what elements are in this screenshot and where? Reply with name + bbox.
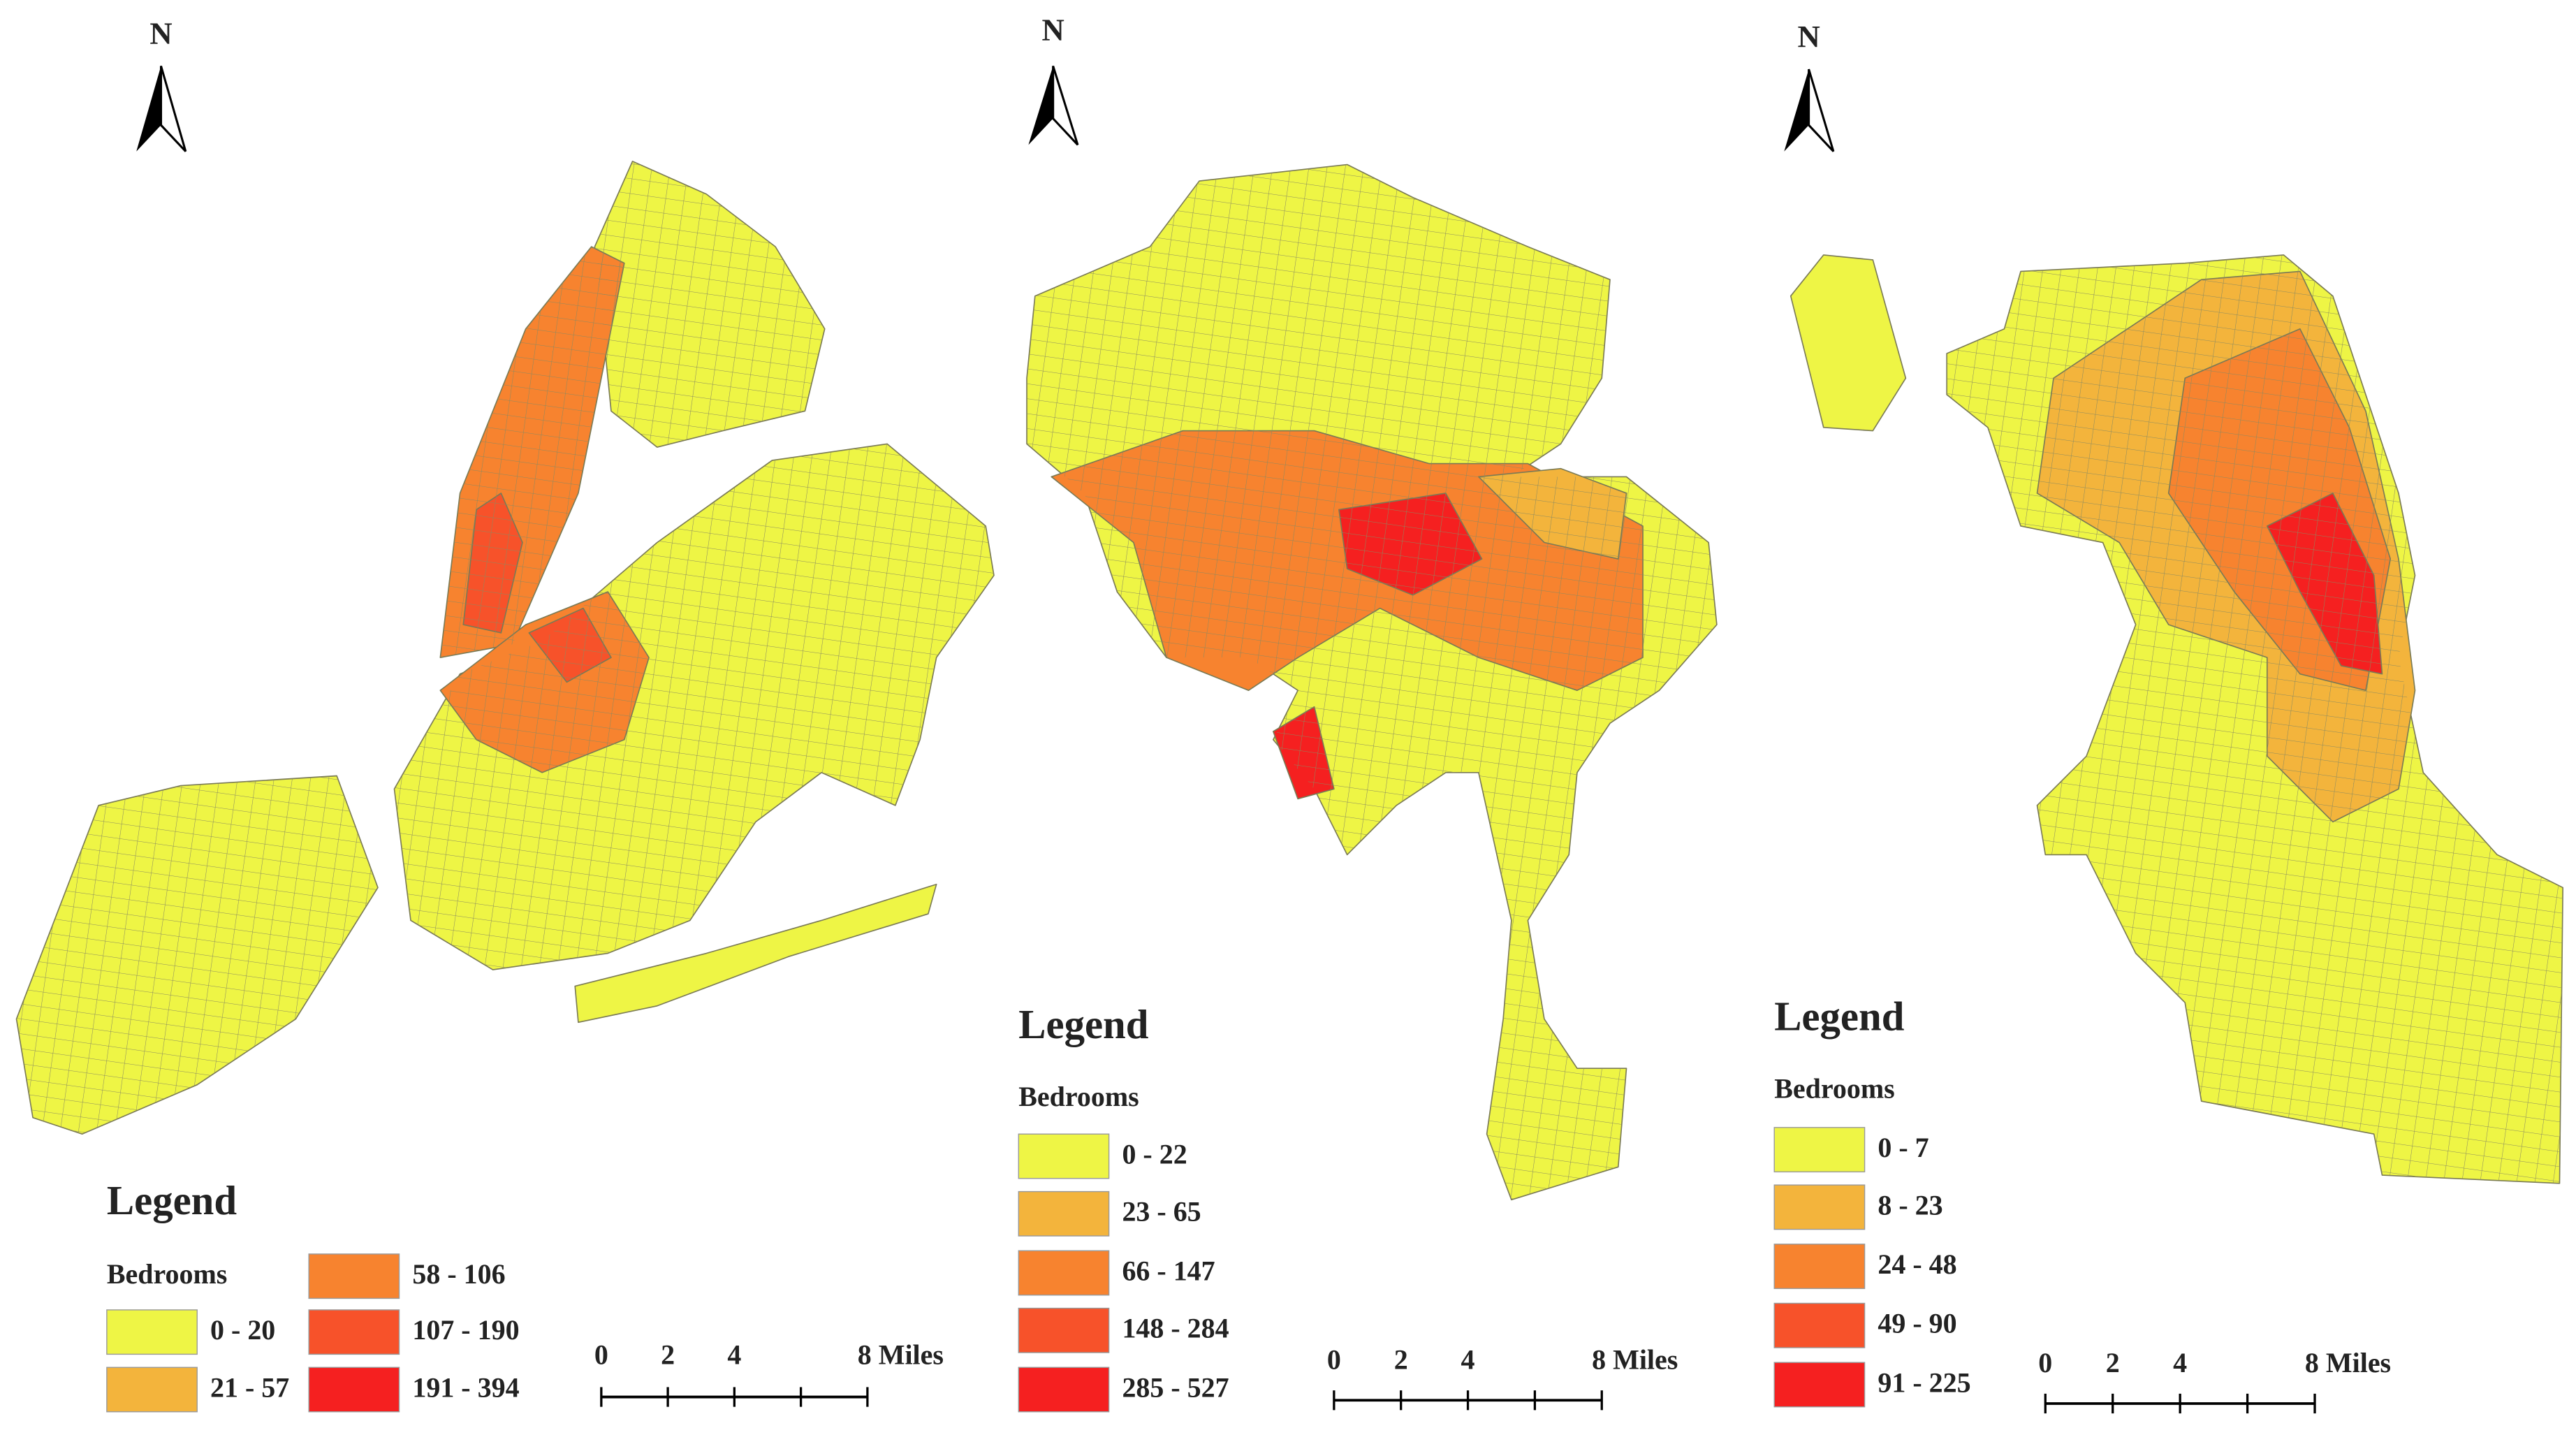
legend-label: 21 - 57 <box>210 1371 289 1403</box>
los-angeles-map <box>1026 163 1718 1201</box>
scale-label: 0 <box>1327 1343 1341 1375</box>
north-label: N <box>1797 19 1820 54</box>
scale-label: 2 <box>1394 1343 1408 1375</box>
legend-subtitle: Bedrooms <box>107 1258 227 1290</box>
legend-swatch <box>308 1367 400 1413</box>
legend-swatch <box>1018 1367 1110 1413</box>
legend-label: 148 - 284 <box>1122 1313 1229 1344</box>
legend-swatch <box>308 1253 400 1299</box>
legend-swatch <box>308 1309 400 1355</box>
legend-label: 66 - 147 <box>1122 1255 1215 1286</box>
rockaway <box>574 883 937 1024</box>
north-arrow <box>1784 68 1835 152</box>
scale-label: 4 <box>1461 1343 1475 1375</box>
legend-swatch <box>1773 1302 1866 1348</box>
legend-swatch <box>1773 1362 1866 1408</box>
tract-lines <box>394 444 994 970</box>
legend-title: Legend <box>1018 1002 1149 1047</box>
legend-label: 49 - 90 <box>1878 1308 1956 1339</box>
north-arrow <box>136 65 187 152</box>
legend-title: Legend <box>107 1178 237 1223</box>
legend-swatch <box>1018 1190 1110 1237</box>
legend-subtitle: Bedrooms <box>1774 1072 1894 1104</box>
legend-swatch <box>106 1309 198 1355</box>
legend-label: 8 - 23 <box>1878 1189 1942 1221</box>
north-arrow <box>1028 65 1079 146</box>
legend-swatch <box>1773 1244 1866 1290</box>
legend-label: 58 - 106 <box>412 1258 505 1290</box>
ohare <box>1790 254 1907 432</box>
scale-label: 4 <box>2173 1347 2187 1378</box>
north-label: N <box>1042 13 1064 48</box>
legend-label: 23 - 65 <box>1122 1196 1201 1228</box>
scale-label: 4 <box>727 1339 741 1370</box>
chicago-map <box>1790 254 2564 1184</box>
scale-label: 0 <box>2038 1347 2052 1378</box>
scale-label: 8 Miles <box>1592 1343 1678 1375</box>
tract-lines <box>1947 254 2563 1183</box>
tract-lines <box>16 775 378 1135</box>
tract-lines <box>440 247 624 658</box>
legend-subtitle: Bedrooms <box>1018 1081 1139 1112</box>
scale-label: 2 <box>2106 1347 2120 1378</box>
legend-swatch <box>1773 1127 1866 1173</box>
legend-label: 285 - 527 <box>1122 1371 1229 1403</box>
legend-swatch <box>1773 1184 1866 1230</box>
legend-swatch <box>1018 1250 1110 1296</box>
legend-swatch <box>1018 1133 1110 1179</box>
scale-label: 0 <box>594 1339 608 1370</box>
legend-label: 24 - 48 <box>1878 1248 1956 1280</box>
scale-label: 8 Miles <box>2305 1347 2391 1378</box>
legend-label: 0 - 20 <box>210 1314 275 1346</box>
legend-label: 107 - 190 <box>412 1314 519 1346</box>
new-york-map <box>15 161 995 1135</box>
north-label: N <box>149 15 172 50</box>
legend-label: 91 - 225 <box>1878 1367 1970 1398</box>
tract-lines <box>1027 164 1717 1200</box>
legend-swatch <box>106 1367 198 1413</box>
legend-title: Legend <box>1774 993 1905 1039</box>
legend-label: 0 - 7 <box>1878 1132 1929 1163</box>
tract-lines <box>594 161 825 448</box>
legend-label: 191 - 394 <box>412 1371 519 1403</box>
legend-label: 0 - 22 <box>1122 1138 1187 1170</box>
scale-label: 8 Miles <box>858 1339 944 1370</box>
scale-label: 2 <box>661 1339 675 1370</box>
legend-swatch <box>1018 1307 1110 1353</box>
